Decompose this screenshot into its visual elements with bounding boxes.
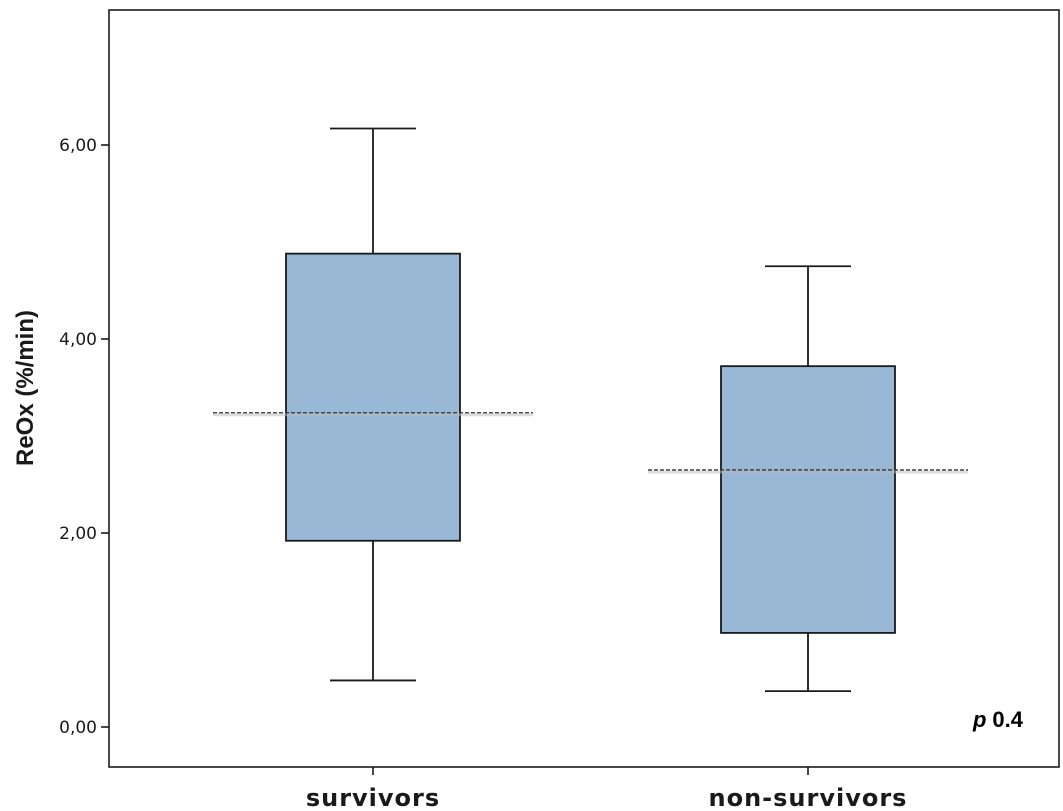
interquartile-box [720,365,896,634]
p-symbol: p [972,707,986,732]
y-tick-label: 6,00 [59,136,97,156]
box-survivors [213,127,533,682]
box-series [213,127,968,693]
plot-frame [108,9,1060,768]
interquartile-box [285,252,461,542]
box-non-survivors [648,265,968,693]
x-category-label: non-survivors [709,784,908,811]
y-tick-label: 0,00 [59,718,97,738]
p-value: 0.4 [992,707,1023,732]
x-axis: survivors non-survivors [306,767,908,811]
y-axis: 0,00 2,00 4,00 6,00 [59,136,109,738]
y-axis-title: ReOx (%/min) [12,310,39,466]
y-tick-label: 4,00 [59,330,97,350]
y-tick-label: 2,00 [59,524,97,544]
p-value-annotation: p 0.4 [972,707,1024,732]
x-category-label: survivors [306,784,440,811]
